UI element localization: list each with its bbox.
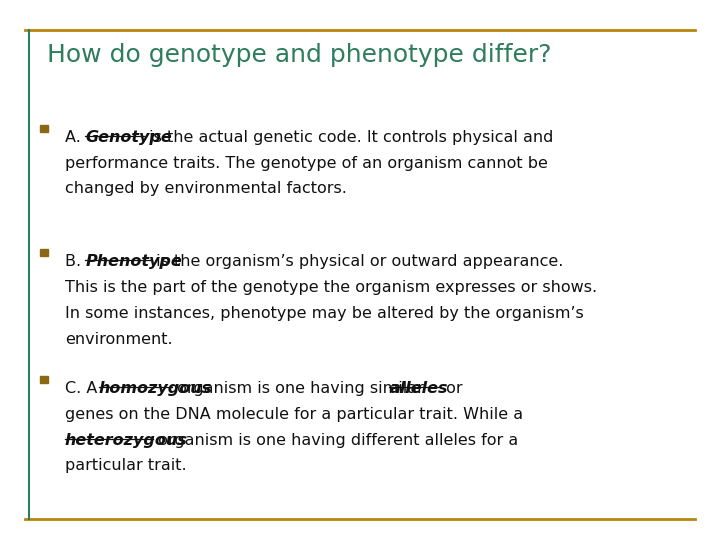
Text: or: or <box>441 381 462 396</box>
Text: In some instances, phenotype may be altered by the organism’s: In some instances, phenotype may be alte… <box>65 306 583 321</box>
Text: particular trait.: particular trait. <box>65 458 186 474</box>
Text: homozygous: homozygous <box>99 381 212 396</box>
Text: is the actual genetic code. It controls physical and: is the actual genetic code. It controls … <box>144 130 553 145</box>
Bar <box>40 125 48 132</box>
Text: performance traits. The genotype of an organism cannot be: performance traits. The genotype of an o… <box>65 156 548 171</box>
Text: environment.: environment. <box>65 332 172 347</box>
Text: This is the part of the genotype the organism expresses or shows.: This is the part of the genotype the org… <box>65 280 597 295</box>
Text: B.: B. <box>65 254 86 269</box>
Text: heterozygous: heterozygous <box>65 433 187 448</box>
Text: How do genotype and phenotype differ?: How do genotype and phenotype differ? <box>47 43 552 67</box>
Text: organism is one having different alleles for a: organism is one having different alleles… <box>153 433 518 448</box>
Text: organism is one having similar: organism is one having similar <box>172 381 429 396</box>
Text: A.: A. <box>65 130 86 145</box>
Text: alleles: alleles <box>390 381 448 396</box>
Text: genes on the DNA molecule for a particular trait. While a: genes on the DNA molecule for a particul… <box>65 407 523 422</box>
Text: changed by environmental factors.: changed by environmental factors. <box>65 181 346 197</box>
Text: Genotype: Genotype <box>85 130 172 145</box>
Bar <box>40 249 48 256</box>
Text: is the organism’s physical or outward appearance.: is the organism’s physical or outward ap… <box>151 254 564 269</box>
Bar <box>40 376 48 383</box>
Text: C. A: C. A <box>65 381 102 396</box>
Text: Phenotype: Phenotype <box>85 254 182 269</box>
